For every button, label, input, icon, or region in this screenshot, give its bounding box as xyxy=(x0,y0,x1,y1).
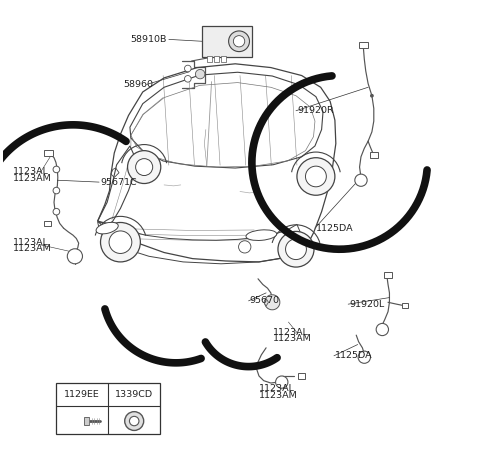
Wedge shape xyxy=(264,295,280,310)
Bar xyxy=(214,57,219,62)
Polygon shape xyxy=(84,418,89,425)
Text: 1123AM: 1123AM xyxy=(13,174,52,183)
Circle shape xyxy=(370,94,374,97)
Bar xyxy=(370,152,378,158)
Circle shape xyxy=(305,166,326,187)
Text: 1123AM: 1123AM xyxy=(259,391,298,400)
Bar xyxy=(298,373,305,379)
Circle shape xyxy=(358,351,371,363)
Text: 91920L: 91920L xyxy=(349,300,384,309)
Polygon shape xyxy=(264,298,268,306)
Circle shape xyxy=(355,174,367,186)
Bar xyxy=(359,42,368,48)
Circle shape xyxy=(278,231,314,267)
Circle shape xyxy=(195,69,205,79)
Circle shape xyxy=(109,231,132,254)
Circle shape xyxy=(67,249,83,264)
Bar xyxy=(44,221,51,226)
Circle shape xyxy=(184,65,191,72)
Circle shape xyxy=(100,222,140,262)
Bar xyxy=(44,150,53,156)
Text: 1123AL: 1123AL xyxy=(13,238,49,247)
Text: 1123AL: 1123AL xyxy=(273,328,309,337)
Circle shape xyxy=(53,166,60,173)
Text: 1125DA: 1125DA xyxy=(335,352,372,361)
Text: 91920R: 91920R xyxy=(297,106,334,115)
Ellipse shape xyxy=(246,230,276,240)
Text: 58960: 58960 xyxy=(124,80,154,89)
Circle shape xyxy=(130,417,139,426)
Circle shape xyxy=(113,234,125,247)
Bar xyxy=(202,26,252,57)
Bar xyxy=(221,57,226,62)
Circle shape xyxy=(297,158,335,195)
Text: 1123AL: 1123AL xyxy=(259,384,295,393)
Text: 1125DA: 1125DA xyxy=(316,224,354,233)
Bar xyxy=(207,57,212,62)
Text: 1339CD: 1339CD xyxy=(115,390,153,399)
Text: 1129EE: 1129EE xyxy=(64,390,100,399)
Bar xyxy=(402,303,408,308)
Text: 58910B: 58910B xyxy=(130,35,167,44)
Circle shape xyxy=(286,239,306,259)
Circle shape xyxy=(53,187,60,194)
Text: 1123AL: 1123AL xyxy=(13,167,49,176)
Ellipse shape xyxy=(96,222,118,234)
Circle shape xyxy=(128,151,161,183)
Circle shape xyxy=(233,36,245,47)
Text: 95670: 95670 xyxy=(250,296,279,305)
Circle shape xyxy=(228,31,250,52)
Circle shape xyxy=(136,159,153,176)
Circle shape xyxy=(125,412,144,430)
Circle shape xyxy=(239,241,251,253)
Text: 95671C: 95671C xyxy=(100,178,137,187)
Circle shape xyxy=(53,209,60,215)
Circle shape xyxy=(276,376,288,388)
Bar xyxy=(56,383,160,434)
Circle shape xyxy=(376,323,388,336)
Bar xyxy=(384,272,392,278)
Text: 1123AM: 1123AM xyxy=(273,334,312,343)
Text: 1123AM: 1123AM xyxy=(13,244,52,253)
Circle shape xyxy=(184,76,191,82)
